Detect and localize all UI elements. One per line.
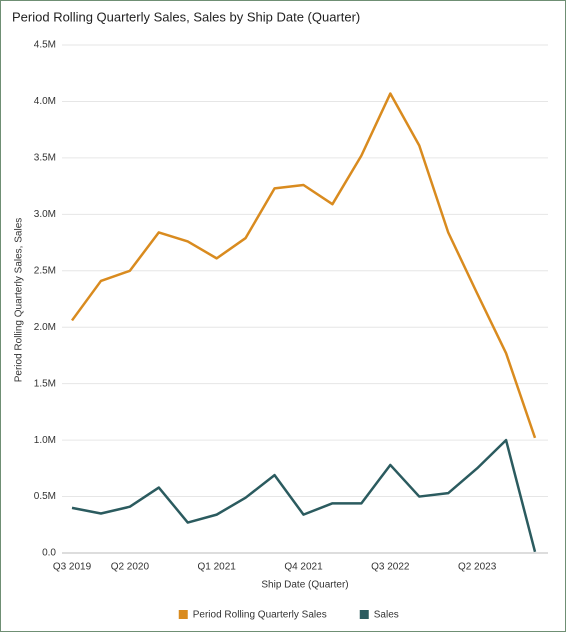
legend-swatch (359, 610, 369, 619)
y-tick-label: 3.0M (34, 209, 56, 220)
y-tick-label: 4.0M (34, 96, 56, 107)
x-tick-label: Q4 2021 (284, 562, 323, 573)
x-tick-label: Q2 2023 (458, 562, 497, 573)
series-line (71, 438, 537, 553)
x-tick-label: Q2 2020 (111, 562, 150, 573)
x-tick-label: Q1 2021 (198, 562, 237, 573)
y-tick-label: 0.5M (34, 491, 56, 502)
x-axis-title: Ship Date (Quarter) (261, 580, 348, 591)
y-tick-label: 4.5M (34, 40, 56, 51)
y-tick-label: 3.5M (34, 153, 56, 164)
legend-swatch (178, 610, 188, 619)
series-line (70, 92, 537, 439)
y-axis-title: Period Rolling Quarterly Sales, Sales (14, 218, 25, 383)
y-tick-label: 2.5M (34, 265, 56, 276)
legend-label: Sales (374, 610, 399, 621)
y-tick-label: 1.0M (34, 435, 56, 446)
x-tick-label: Q3 2022 (371, 562, 410, 573)
y-tick-label: 2.0M (34, 322, 56, 333)
y-tick-label: 0.0 (42, 548, 56, 559)
legend-label: Period Rolling Quarterly Sales (193, 610, 327, 621)
x-tick-label: Q3 2019 (53, 562, 92, 573)
y-tick-label: 1.5M (34, 378, 56, 389)
chart-title: Period Rolling Quarterly Sales, Sales by… (12, 9, 360, 24)
